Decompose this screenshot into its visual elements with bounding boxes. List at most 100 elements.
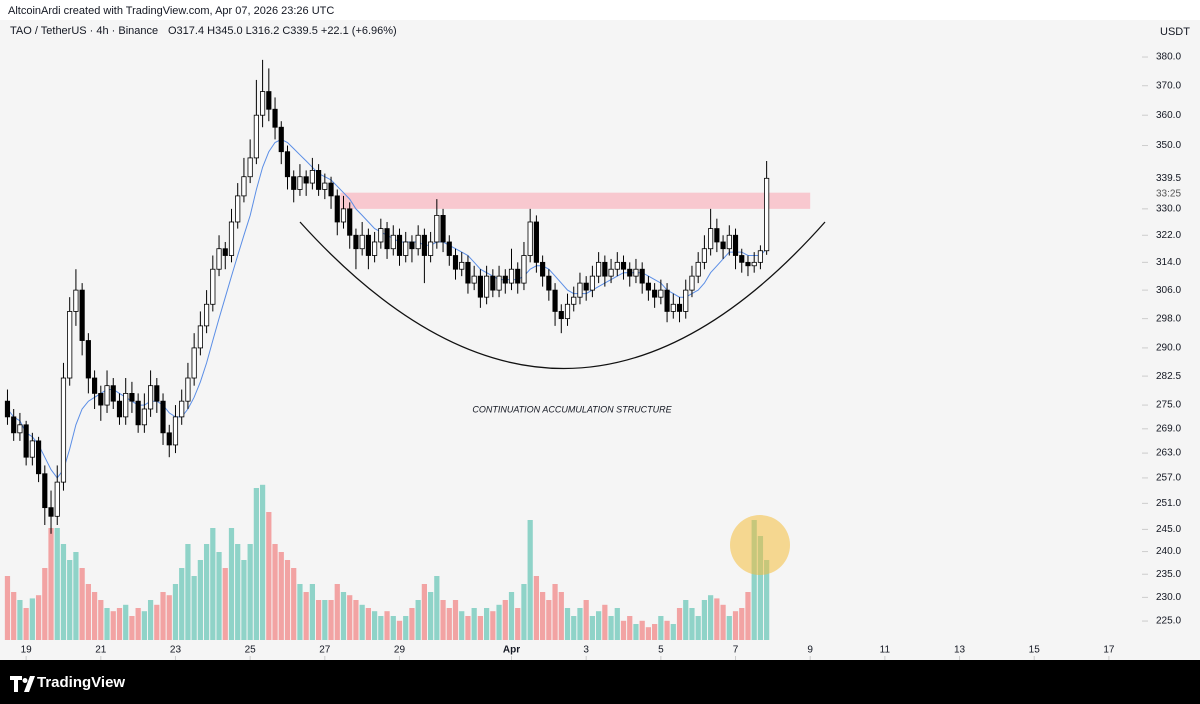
volume-bar xyxy=(85,584,91,640)
candle-body xyxy=(546,275,552,291)
volume-bar xyxy=(577,608,583,640)
candle-body xyxy=(676,303,683,312)
volume-bar xyxy=(266,512,272,640)
volume-bar xyxy=(365,608,371,640)
x-tick-label: 21 xyxy=(95,645,107,656)
candle-body xyxy=(110,385,116,402)
candle-body xyxy=(54,481,60,517)
candle-body xyxy=(695,261,701,277)
candle-body xyxy=(764,177,770,252)
volume-bar xyxy=(396,620,403,640)
candle-body xyxy=(123,392,129,418)
y-tick-label: 225.0 xyxy=(1156,616,1181,627)
candle-body xyxy=(235,195,241,223)
candle-layer xyxy=(4,59,770,534)
volume-bar xyxy=(440,600,446,640)
y-tick-label: 269.0 xyxy=(1156,423,1181,434)
volume-bar xyxy=(764,560,770,640)
candle-body xyxy=(459,261,465,270)
candle-body xyxy=(540,261,546,277)
candle-body xyxy=(484,275,490,298)
volume-bar xyxy=(427,592,434,640)
volume-bar xyxy=(116,608,123,640)
candle-body xyxy=(253,114,259,159)
x-tick-label: 25 xyxy=(245,645,257,656)
candle-body xyxy=(272,108,278,128)
volume-layer xyxy=(4,484,770,640)
candle-body xyxy=(720,241,726,250)
candle-body xyxy=(490,275,496,291)
volume-bar xyxy=(583,600,589,640)
candle-body xyxy=(403,241,409,256)
volume-bar xyxy=(701,600,708,640)
volume-bar xyxy=(689,608,695,640)
volume-bar xyxy=(172,584,179,640)
candle-body xyxy=(627,268,633,277)
volume-bar xyxy=(434,576,440,640)
volume-bar xyxy=(35,595,42,640)
candle-body xyxy=(378,228,384,243)
y-tick-label: 230.0 xyxy=(1156,592,1181,603)
x-tick-label: 9 xyxy=(807,645,813,656)
volume-bar xyxy=(726,616,732,640)
x-tick-label: 11 xyxy=(880,645,891,656)
candle-body xyxy=(284,151,291,178)
candle-body xyxy=(291,176,297,190)
candle-body xyxy=(577,282,583,298)
volume-bar xyxy=(73,552,79,640)
candle-body xyxy=(210,268,216,305)
volume-bar xyxy=(222,568,228,640)
candle-body xyxy=(4,400,11,418)
candle-body xyxy=(527,221,533,256)
candle-body xyxy=(129,392,135,402)
candle-body xyxy=(645,282,651,291)
candle-body xyxy=(390,234,396,250)
logo-icon xyxy=(10,676,35,692)
candle-body xyxy=(664,289,670,312)
candle-body xyxy=(67,311,73,379)
candle-body xyxy=(452,255,459,270)
volume-bar xyxy=(720,604,726,640)
candle-body xyxy=(658,289,664,298)
candle-body xyxy=(471,275,477,284)
volume-bar xyxy=(104,608,110,640)
candle-body xyxy=(166,432,172,446)
currency: USDT xyxy=(1160,26,1190,38)
candle-body xyxy=(60,377,67,483)
candle-body xyxy=(29,440,35,458)
y-tick-label: 240.0 xyxy=(1156,546,1181,557)
volume-bar xyxy=(496,604,502,640)
candle-body xyxy=(79,289,85,341)
candle-body xyxy=(434,214,440,243)
volume-bar xyxy=(695,616,701,640)
candle-body xyxy=(148,385,154,410)
volume-bar xyxy=(123,604,129,640)
candle-body xyxy=(191,347,197,379)
volume-bar xyxy=(708,595,714,640)
x-tick-label: 15 xyxy=(1029,645,1041,656)
y-tick-label: 360.0 xyxy=(1156,110,1181,121)
volume-bar xyxy=(166,595,172,640)
candle-body xyxy=(639,268,645,284)
candle-body xyxy=(502,275,508,284)
candle-body xyxy=(384,228,390,250)
candle-body xyxy=(515,268,521,284)
volume-bar xyxy=(652,624,658,640)
volume-bar xyxy=(259,484,266,640)
volume-bar xyxy=(322,600,328,640)
volume-bar xyxy=(521,584,527,640)
candle-body xyxy=(701,248,707,263)
volume-bar xyxy=(490,611,496,640)
volume-bar xyxy=(235,544,241,640)
volume-bar xyxy=(309,584,315,640)
volume-bar xyxy=(79,568,85,640)
volume-bar xyxy=(334,584,340,640)
candle-body xyxy=(347,208,353,236)
volume-bar xyxy=(589,616,596,640)
volume-bar xyxy=(11,592,17,640)
candle-body xyxy=(739,255,745,263)
footer-bar xyxy=(0,660,1200,704)
volume-bar xyxy=(340,592,347,640)
volume-bar xyxy=(297,584,303,640)
y-tick-label: 350.0 xyxy=(1156,140,1181,151)
